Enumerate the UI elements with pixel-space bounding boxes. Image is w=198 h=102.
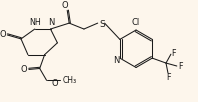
Text: CH₃: CH₃	[62, 76, 76, 85]
Text: O: O	[62, 1, 69, 10]
Text: F: F	[179, 62, 183, 70]
Text: F: F	[167, 73, 171, 82]
Text: O: O	[0, 30, 7, 39]
Text: N: N	[48, 18, 55, 27]
Text: Cl: Cl	[132, 18, 140, 27]
Text: NH: NH	[29, 18, 41, 27]
Text: F: F	[172, 49, 176, 58]
Text: S: S	[100, 20, 106, 29]
Text: O: O	[21, 65, 27, 74]
Text: O: O	[51, 79, 58, 88]
Text: N: N	[113, 56, 119, 65]
